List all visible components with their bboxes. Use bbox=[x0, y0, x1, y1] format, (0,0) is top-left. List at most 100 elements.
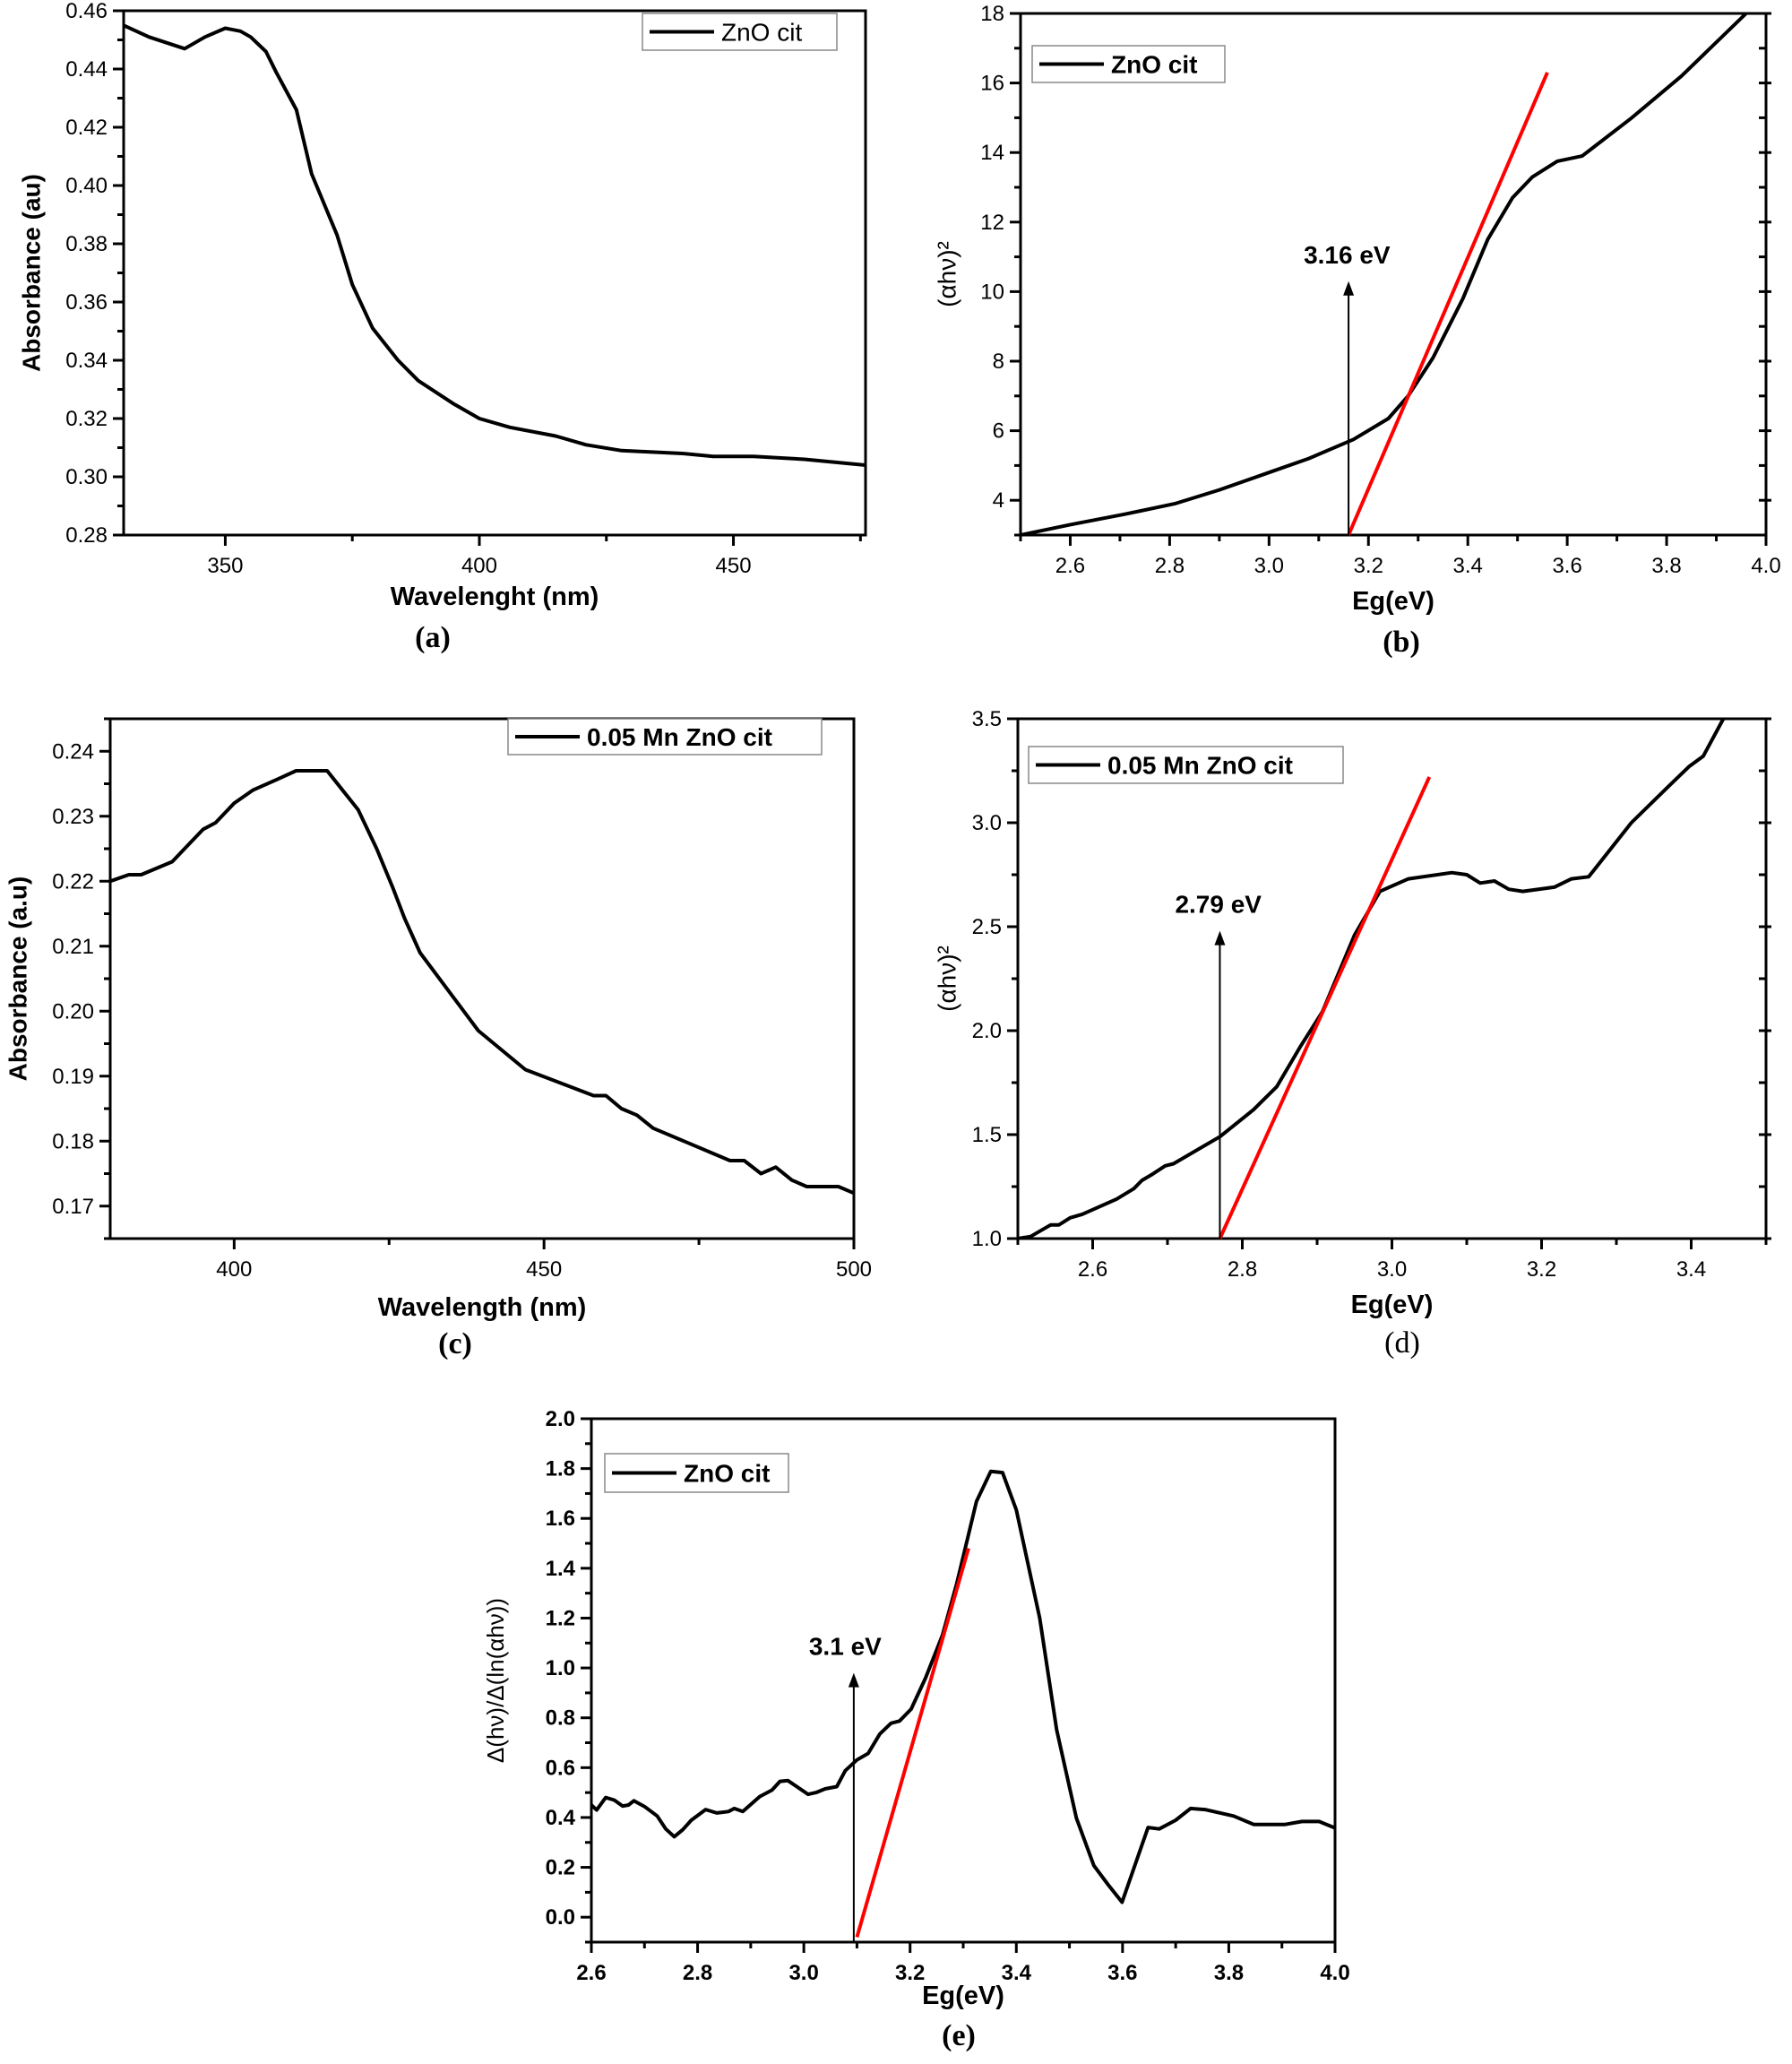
y-tick-label: 3.0 bbox=[972, 811, 1002, 835]
legend-box bbox=[604, 1453, 789, 1493]
x-tick-label: 3.4 bbox=[1453, 554, 1483, 578]
y-tick-label: 1.6 bbox=[546, 1507, 575, 1531]
arrow-head-icon bbox=[1343, 281, 1355, 296]
arrow-head-icon bbox=[848, 1672, 859, 1688]
y-tick-label: 0.30 bbox=[65, 465, 108, 489]
x-tick-label: 400 bbox=[216, 1257, 252, 1282]
y-tick-label: 0.24 bbox=[52, 739, 94, 764]
chart-panel-d: 2.6 2.8 3.0 3.2 3.4 1.0 1.5 2.0 2.5 3.0 3.5 Eg(eV) (… bbox=[934, 707, 1771, 1360]
series-line-0 bbox=[1021, 13, 1748, 535]
plot-frame bbox=[1019, 12, 1768, 537]
y-tick-label: 0.21 bbox=[52, 935, 94, 959]
x-tick-label: 3.8 bbox=[1214, 1961, 1244, 1985]
legend: 0.05 Mn ZnO cit bbox=[507, 718, 823, 756]
y-tick-label: 16 bbox=[980, 72, 1004, 96]
y-axis-title: Δ(hν)/Δ(ln(αhν)) bbox=[482, 1598, 509, 1763]
chart-panel-e: 2.6 2.8 3.0 3.2 3.4 3.6 3.8 4.0 0.0 0.2 0.4 0.6 0.8 1… bbox=[482, 1407, 1350, 2052]
y-tick-label: 0.6 bbox=[546, 1756, 575, 1780]
y-tick-label: 4 bbox=[993, 488, 1004, 513]
x-tick-label: 3.8 bbox=[1651, 554, 1681, 578]
x-tick-label: 400 bbox=[461, 554, 497, 578]
y-tick-label: 1.0 bbox=[546, 1656, 575, 1680]
y-tick-label: 0.44 bbox=[65, 57, 108, 82]
x-tick-label: 3.0 bbox=[1377, 1257, 1407, 1282]
arrow-head-icon bbox=[1214, 930, 1226, 946]
x-tick-label: 450 bbox=[526, 1257, 562, 1282]
legend-label: ZnO cit bbox=[684, 1460, 770, 1488]
y-axis-title: (αhν)² bbox=[934, 241, 961, 307]
x-tick-label: 2.6 bbox=[1078, 1257, 1107, 1282]
x-tick-label: 3.6 bbox=[1107, 1961, 1137, 1985]
y-axis-title: Absorbance (a.u) bbox=[4, 877, 32, 1082]
panel-label: (e) bbox=[942, 2019, 976, 2052]
x-axis-title: Eg(eV) bbox=[1352, 587, 1434, 616]
y-tick-label: 0.22 bbox=[52, 869, 94, 894]
y-tick-label: 1.5 bbox=[972, 1123, 1002, 1147]
y-tick-label: 1.0 bbox=[972, 1227, 1002, 1251]
series-line-0 bbox=[1018, 719, 1726, 1239]
y-tick-label: 2.0 bbox=[972, 1019, 1002, 1043]
plot-frame bbox=[1016, 717, 1768, 1240]
y-axis-title: (αhν)² bbox=[934, 946, 961, 1012]
y-tick-label: 0.36 bbox=[65, 290, 108, 315]
y-tick-label: 10 bbox=[980, 280, 1004, 304]
y-tick-label: 0.32 bbox=[65, 407, 108, 431]
y-tick-label: 1.4 bbox=[546, 1557, 576, 1581]
chart-panel-a: 350 400 450 0.28 0.30 0.32 0.34 0.36 0.38 0.40 0.4… bbox=[18, 0, 867, 654]
legend: ZnO cit bbox=[642, 13, 838, 51]
y-tick-label: 0.40 bbox=[65, 174, 108, 198]
x-tick-label: 3.2 bbox=[895, 1961, 925, 1985]
y-tick-label: 0.4 bbox=[546, 1806, 576, 1830]
y-tick-label: 0.19 bbox=[52, 1065, 94, 1089]
bandgap-label: 3.1 eV bbox=[809, 1633, 882, 1661]
series-line-0 bbox=[110, 769, 854, 1196]
chart-panel-b: 2.6 2.8 3.0 3.2 3.4 3.6 3.8 4.0 4 6 8 10 12 14 16 18 Eg(… bbox=[934, 2, 1781, 659]
y-tick-label: 0.8 bbox=[546, 1706, 575, 1731]
x-tick-label: 2.6 bbox=[576, 1961, 606, 1985]
legend-label: 0.05 Mn ZnO cit bbox=[587, 723, 772, 751]
x-axis-title: Wavelenght (nm) bbox=[391, 583, 599, 611]
y-tick-label: 18 bbox=[980, 2, 1004, 26]
x-tick-label: 3.0 bbox=[1254, 554, 1284, 578]
x-tick-label: 500 bbox=[836, 1257, 872, 1282]
y-tick-label: 0.17 bbox=[52, 1195, 94, 1219]
x-tick-label: 3.2 bbox=[1527, 1257, 1556, 1282]
legend: ZnO cit bbox=[1031, 45, 1226, 83]
y-tick-label: 0.23 bbox=[52, 805, 94, 829]
y-tick-label: 0.28 bbox=[65, 523, 108, 548]
y-tick-label: 0.2 bbox=[546, 1856, 575, 1880]
y-tick-label: 12 bbox=[980, 211, 1004, 235]
y-tick-label: 0.46 bbox=[65, 0, 108, 23]
legend: ZnO cit bbox=[604, 1453, 789, 1493]
y-tick-label: 1.2 bbox=[546, 1606, 575, 1630]
y-tick-label: 2.0 bbox=[546, 1407, 575, 1431]
plot-frame bbox=[590, 1417, 1337, 1944]
bandgap-label: 3.16 eV bbox=[1304, 241, 1391, 269]
series-line-0 bbox=[591, 1469, 1335, 1904]
x-tick-label: 2.6 bbox=[1055, 554, 1085, 578]
bandgap-label: 2.79 eV bbox=[1175, 891, 1262, 919]
x-axis-title: Wavelength (nm) bbox=[378, 1293, 587, 1322]
x-tick-label: 3.4 bbox=[1002, 1961, 1032, 1985]
y-tick-label: 14 bbox=[980, 141, 1004, 165]
x-axis-title: Eg(eV) bbox=[1351, 1291, 1434, 1319]
y-axis-title: Absorbance (au) bbox=[18, 174, 46, 372]
legend-label: ZnO cit bbox=[1111, 51, 1197, 79]
y-tick-label: 0.18 bbox=[52, 1129, 94, 1153]
x-tick-label: 3.6 bbox=[1552, 554, 1581, 578]
tangent-fit-line bbox=[855, 1548, 970, 1938]
x-tick-label: 450 bbox=[716, 554, 752, 578]
chart-panel-c: 400 450 500 0.17 0.18 0.19 0.20 0.21 0.22 0.23 0.2… bbox=[4, 717, 872, 1360]
tangent-fit-line bbox=[1347, 72, 1549, 536]
y-tick-label: 1.8 bbox=[546, 1457, 575, 1481]
legend: 0.05 Mn ZnO cit bbox=[1028, 746, 1344, 784]
panel-label: (d) bbox=[1384, 1326, 1420, 1360]
x-tick-label: 3.2 bbox=[1354, 554, 1383, 578]
series-line-0 bbox=[124, 23, 866, 467]
y-tick-label: 2.5 bbox=[972, 915, 1002, 939]
y-tick-label: 0.0 bbox=[546, 1905, 575, 1930]
y-tick-label: 8 bbox=[993, 350, 1004, 374]
y-tick-label: 3.5 bbox=[972, 707, 1002, 731]
x-tick-label: 2.8 bbox=[683, 1961, 712, 1985]
